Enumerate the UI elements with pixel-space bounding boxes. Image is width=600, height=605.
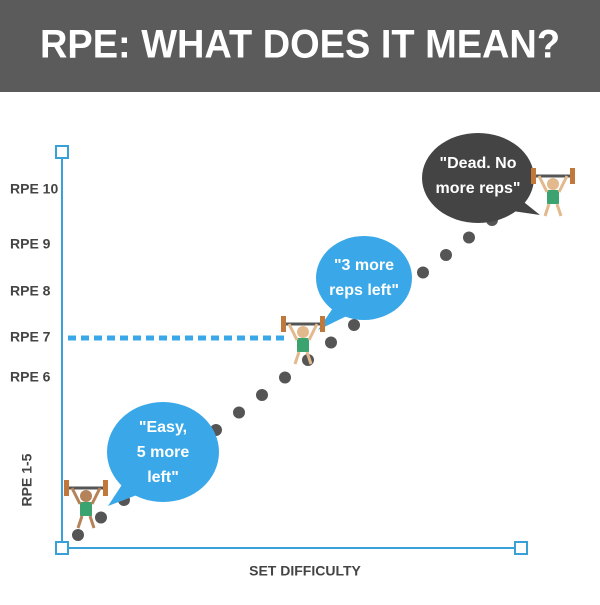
- header-band: [0, 0, 600, 92]
- path-dot: [348, 319, 360, 331]
- axis-end: [514, 541, 528, 555]
- path-dot: [440, 249, 452, 261]
- bubble-text: "Dead. No: [440, 155, 517, 172]
- path-dot: [233, 406, 245, 419]
- bubble-text: left": [147, 469, 179, 486]
- speech-bubble: "3 more reps left": [316, 236, 412, 330]
- path-dot: [95, 511, 107, 524]
- lifter-icon: [531, 168, 575, 217]
- lifter-icon: [281, 316, 325, 365]
- speech-bubble: "Dead. No more reps": [422, 133, 540, 223]
- y-label-rotated: RPE 1-5: [19, 453, 35, 506]
- axis-end: [55, 541, 69, 555]
- bubble-text: reps left": [329, 282, 399, 299]
- x-label: SET DIFFICULTY: [249, 563, 361, 579]
- y-label: RPE 7: [10, 329, 51, 345]
- axis-end: [55, 145, 69, 159]
- bubble-text: "3 more: [334, 257, 394, 274]
- y-label: RPE 10: [10, 181, 58, 197]
- path-dot: [256, 389, 268, 401]
- path-dot: [325, 336, 337, 349]
- path-dot: [72, 529, 84, 541]
- y-label: RPE 9: [10, 236, 51, 252]
- path-dot: [417, 266, 429, 279]
- bubble-text: "Easy,: [139, 419, 187, 436]
- speech-bubble: "Easy, 5 more left": [107, 402, 219, 506]
- path-dot: [279, 371, 291, 384]
- y-label: RPE 6: [10, 369, 51, 385]
- path-dot: [463, 231, 475, 244]
- lifter-icon: [64, 480, 108, 529]
- bubble-text: more reps": [436, 180, 521, 197]
- bubble-text: 5 more: [137, 444, 190, 461]
- y-label: RPE 8: [10, 283, 51, 299]
- title: RPE: WHAT DOES IT MEAN?: [40, 23, 560, 67]
